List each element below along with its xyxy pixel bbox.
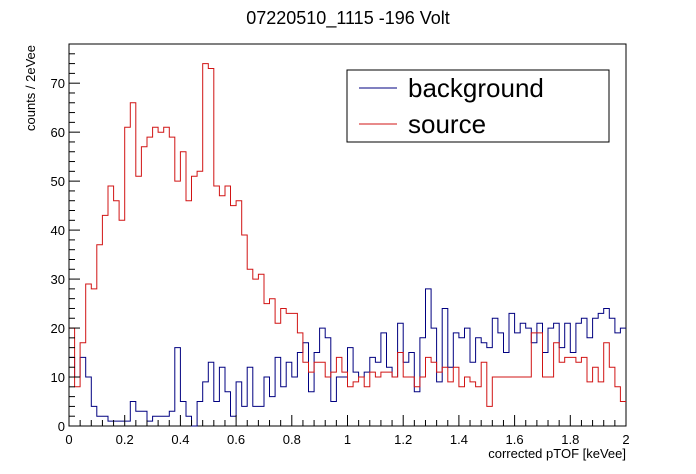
- x-tick-label: 1.4: [450, 432, 468, 447]
- legend-label-background: background: [408, 73, 544, 103]
- x-tick-label: 1: [344, 432, 351, 447]
- x-tick-label: 1.8: [561, 432, 579, 447]
- axes: 0 0.2 0.4 0.6 0.8 1 1.2 1.4 1.6 1.8 20102030405060…: [51, 43, 630, 447]
- y-tick-label: 70: [51, 76, 65, 91]
- x-tick-label: 0.2: [116, 432, 134, 447]
- x-tick-label: 0.8: [283, 432, 301, 447]
- x-tick-label: 1.6: [506, 432, 524, 447]
- histogram-series: [69, 63, 626, 427]
- y-tick-label: 10: [51, 370, 65, 385]
- y-axis-label: counts / 2eVee: [23, 45, 38, 131]
- y-tick-label: 40: [51, 223, 65, 238]
- chart-title: 07220510_1115 -196 Volt: [246, 8, 450, 29]
- x-tick-label: 0.6: [227, 432, 245, 447]
- y-tick-label: 60: [51, 125, 65, 140]
- x-tick-label: 0.4: [171, 432, 189, 447]
- y-tick-label: 0: [58, 419, 65, 434]
- x-tick-label: 2: [622, 432, 629, 447]
- x-axis-label: corrected pTOF [keVee]: [488, 446, 626, 461]
- legend-box: [346, 69, 610, 143]
- legend-label-source: source: [408, 109, 486, 139]
- y-tick-label: 30: [51, 272, 65, 287]
- series-source-line: [69, 63, 626, 407]
- legend: background source: [346, 69, 610, 143]
- x-tick-label: 0: [65, 432, 72, 447]
- y-tick-label: 20: [51, 321, 65, 336]
- y-tick-label: 50: [51, 174, 65, 189]
- x-tick-label: 1.2: [394, 432, 412, 447]
